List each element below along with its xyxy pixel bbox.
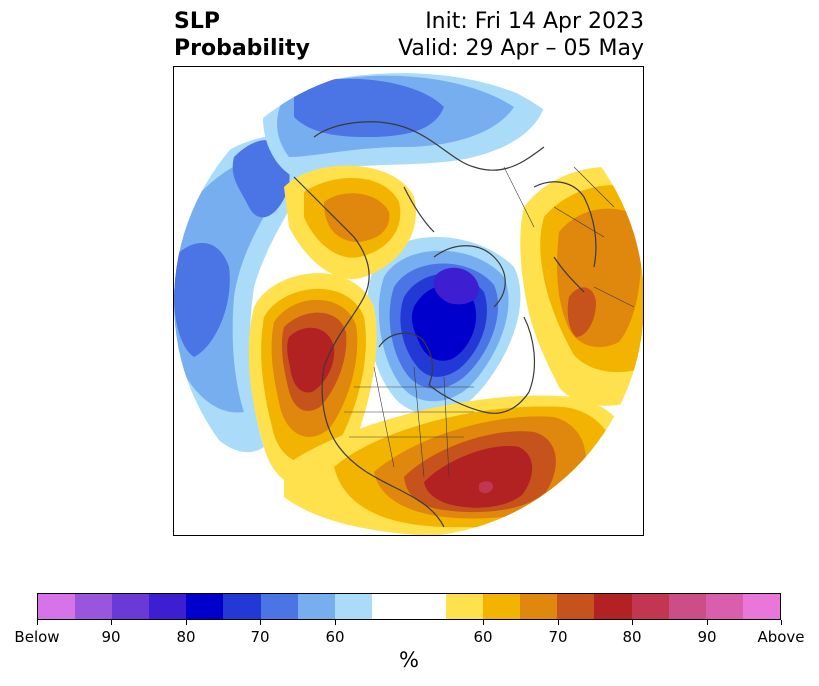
probability-colorbar: [37, 593, 781, 620]
colorbar-tick-label: Below: [14, 628, 60, 646]
colorbar-tick: [483, 620, 484, 625]
above-east-na-core: [424, 446, 533, 508]
colorbar-unit-label: %: [399, 648, 419, 672]
border-lines: [344, 166, 635, 478]
colorbar-segment: [186, 594, 224, 619]
probability-map: [173, 66, 644, 536]
colorbar-segment: [260, 594, 298, 619]
above-alaska-core: [324, 193, 390, 242]
colorbar-tick-label: Above: [757, 628, 805, 646]
map-title-right: Init: Fri 14 Apr 2023 Valid: 29 Apr – 05…: [398, 8, 644, 62]
colorbar-segment: [594, 594, 632, 619]
below-siberia-inner: [294, 78, 444, 137]
colorbar-segment: [483, 594, 521, 619]
coastline-lines: [293, 121, 635, 528]
colorbar-tick-label: 70: [250, 628, 270, 646]
colorbar-segment: [38, 594, 76, 619]
colorbar-tick-label: 80: [622, 628, 642, 646]
colorbar-segment: [668, 594, 706, 619]
colorbar-segment: [149, 594, 187, 619]
colorbar-tick-label: 80: [176, 628, 196, 646]
above-europe-core: [567, 287, 596, 337]
colorbar-tick: [335, 620, 336, 625]
colorbar-segment: [520, 594, 558, 619]
colorbar-tick-label: 90: [101, 628, 121, 646]
colorbar-tick: [781, 620, 782, 625]
colorbar-segment: [371, 594, 447, 619]
colorbar-tick: [186, 620, 187, 625]
colorbar-tick-label: 90: [697, 628, 717, 646]
map-title-left: SLP Probability: [174, 8, 310, 62]
colorbar-tick: [632, 620, 633, 625]
below-north-pacific-inner: [174, 243, 230, 357]
colorbar-segment: [557, 594, 595, 619]
colorbar-tick: [37, 620, 38, 625]
valid-range: Valid: 29 Apr – 05 May: [398, 36, 644, 61]
below-arctic-max: [433, 267, 480, 305]
above-east-na-peak: [479, 481, 494, 494]
colorbar-tick-label: 70: [548, 628, 568, 646]
colorbar-tick: [111, 620, 112, 625]
colorbar-segment: [705, 594, 743, 619]
colorbar-tick-label: 60: [473, 628, 493, 646]
title-quantity: Probability: [174, 36, 310, 61]
colorbar-segment: [334, 594, 372, 619]
colorbar-tick: [260, 620, 261, 625]
colorbar-tick-label: 60: [325, 628, 345, 646]
init-date: Init: Fri 14 Apr 2023: [425, 9, 644, 34]
colorbar-segment: [75, 594, 113, 619]
colorbar-segment: [223, 594, 261, 619]
title-variable: SLP: [174, 9, 220, 34]
colorbar-segment: [742, 594, 780, 619]
colorbar-segment: [446, 594, 484, 619]
colorbar-tick: [707, 620, 708, 625]
colorbar-tick: [558, 620, 559, 625]
colorbar-segment: [631, 594, 669, 619]
colorbar-segment: [297, 594, 335, 619]
colorbar-segment: [112, 594, 150, 619]
map-svg: [174, 67, 643, 535]
